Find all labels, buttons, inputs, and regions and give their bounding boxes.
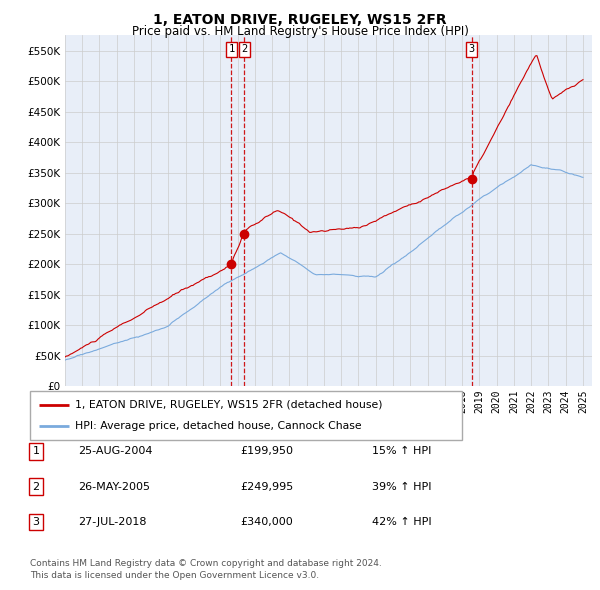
Text: £340,000: £340,000	[240, 517, 293, 527]
Text: 1: 1	[228, 44, 235, 54]
Text: Contains HM Land Registry data © Crown copyright and database right 2024.: Contains HM Land Registry data © Crown c…	[30, 559, 382, 568]
Text: £199,950: £199,950	[240, 447, 293, 456]
Text: 25-AUG-2004: 25-AUG-2004	[78, 447, 152, 456]
Text: £249,995: £249,995	[240, 482, 293, 491]
Text: 3: 3	[32, 517, 40, 527]
Text: 1, EATON DRIVE, RUGELEY, WS15 2FR: 1, EATON DRIVE, RUGELEY, WS15 2FR	[153, 13, 447, 27]
Text: 42% ↑ HPI: 42% ↑ HPI	[372, 517, 431, 527]
Text: 15% ↑ HPI: 15% ↑ HPI	[372, 447, 431, 456]
Text: 39% ↑ HPI: 39% ↑ HPI	[372, 482, 431, 491]
Text: Price paid vs. HM Land Registry's House Price Index (HPI): Price paid vs. HM Land Registry's House …	[131, 25, 469, 38]
Text: 1: 1	[32, 447, 40, 456]
Text: 2: 2	[241, 44, 247, 54]
Text: 3: 3	[469, 44, 475, 54]
Text: 27-JUL-2018: 27-JUL-2018	[78, 517, 146, 527]
Text: HPI: Average price, detached house, Cannock Chase: HPI: Average price, detached house, Cann…	[76, 421, 362, 431]
FancyBboxPatch shape	[30, 391, 462, 440]
Text: 26-MAY-2005: 26-MAY-2005	[78, 482, 150, 491]
Text: This data is licensed under the Open Government Licence v3.0.: This data is licensed under the Open Gov…	[30, 571, 319, 580]
Text: 2: 2	[32, 482, 40, 491]
Text: 1, EATON DRIVE, RUGELEY, WS15 2FR (detached house): 1, EATON DRIVE, RUGELEY, WS15 2FR (detac…	[76, 399, 383, 409]
